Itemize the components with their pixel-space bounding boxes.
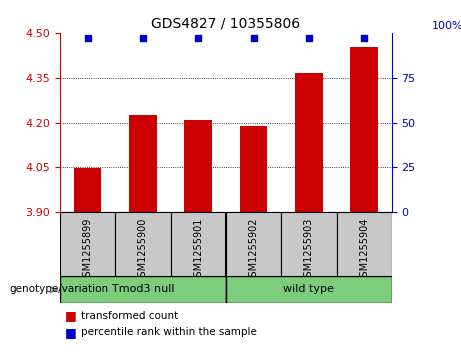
Bar [337,212,392,276]
Title: GDS4827 / 10355806: GDS4827 / 10355806 [151,16,301,30]
Bar [171,212,226,276]
Point [305,35,313,41]
Bar [60,212,115,276]
Bar [184,121,212,212]
Point [250,35,257,41]
Bar [129,115,157,212]
Bar [281,212,337,276]
Text: GSM1255899: GSM1255899 [83,217,93,283]
Bar [240,126,267,212]
Text: GSM1255902: GSM1255902 [248,217,259,283]
Point [139,35,147,41]
Bar [74,168,101,212]
Bar [295,73,323,212]
Text: percentile rank within the sample: percentile rank within the sample [81,327,257,337]
Text: genotype/variation: genotype/variation [9,284,108,294]
Text: GSM1255904: GSM1255904 [359,217,369,283]
Point [84,35,91,41]
Bar [226,212,281,276]
Text: ■: ■ [65,326,76,339]
Text: GSM1255900: GSM1255900 [138,217,148,283]
Bar [115,212,171,276]
Text: 100%: 100% [431,21,461,31]
Bar [350,47,378,212]
Text: wild type: wild type [284,285,334,294]
Text: Tmod3 null: Tmod3 null [112,285,174,294]
Point [361,35,368,41]
Bar [60,276,226,303]
Point [195,35,202,41]
Text: transformed count: transformed count [81,311,178,321]
Text: GSM1255901: GSM1255901 [193,217,203,283]
Text: GSM1255903: GSM1255903 [304,217,314,283]
Bar [226,276,392,303]
Text: ■: ■ [65,309,76,322]
